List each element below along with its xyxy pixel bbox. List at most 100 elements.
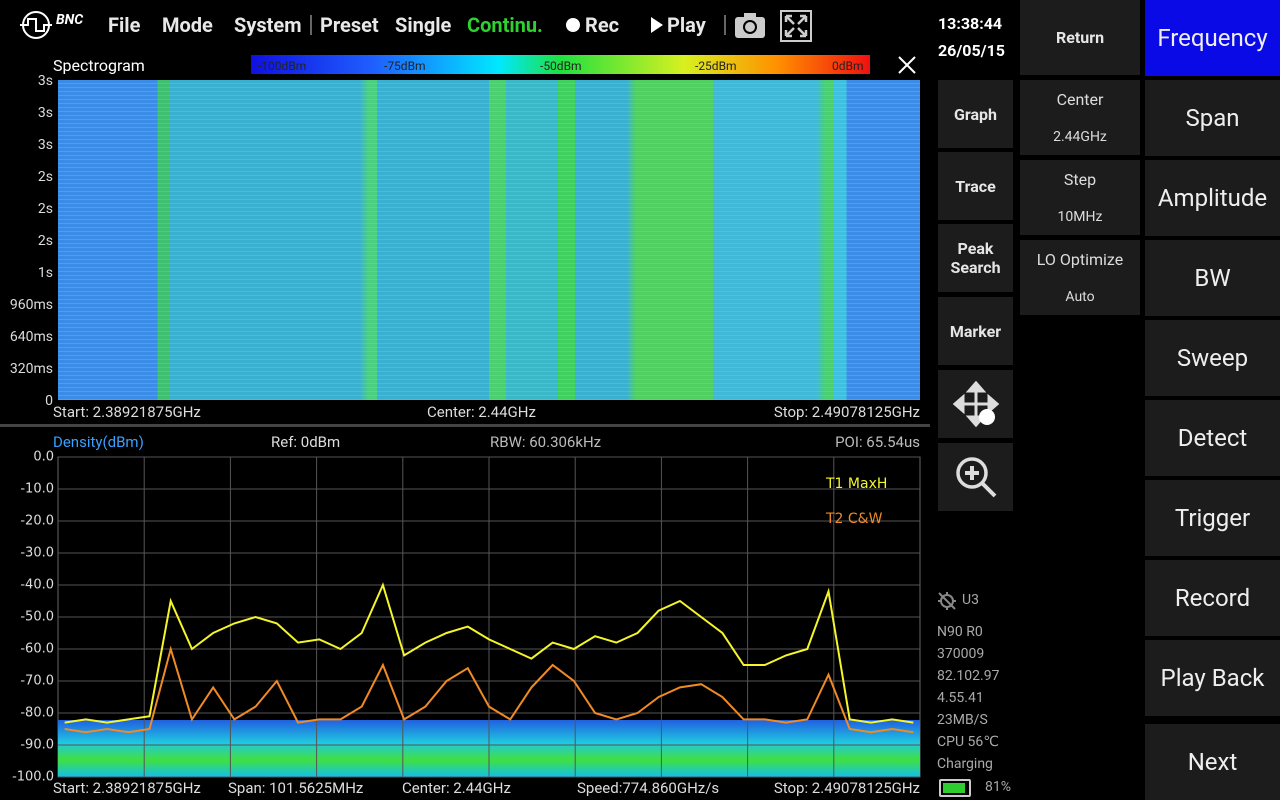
time-label: 640ms	[9, 329, 53, 345]
y-tick-label: -50.0	[20, 610, 54, 625]
y-tick-label: -80.0	[20, 706, 54, 721]
y-tick-label: -100.0	[12, 770, 54, 783]
gps-icon	[938, 592, 956, 610]
time-label: 1s	[37, 265, 53, 281]
y-tick-label: -60.0	[20, 642, 54, 657]
spectrum-center: Center: 2.44GHz	[402, 779, 511, 797]
logo-icon	[20, 11, 52, 39]
spectrum-span: Span: 101.5625MHz	[228, 779, 364, 797]
menu-trigger[interactable]: Trigger	[1145, 480, 1280, 556]
menu-preset[interactable]: Preset	[320, 13, 379, 37]
spectrogram-center: Center: 2.44GHz	[427, 403, 536, 421]
peak-search-button[interactable]: Peak Search	[938, 224, 1013, 292]
param-value: Auto	[1065, 289, 1095, 305]
trace-button[interactable]: Trace	[938, 152, 1013, 220]
separator	[310, 15, 312, 35]
status-line: 370009	[937, 646, 985, 662]
status-line: 23MB/S	[937, 712, 988, 728]
marker-button[interactable]: Marker	[938, 297, 1013, 365]
y-tick-label: -10.0	[20, 482, 54, 497]
spectrogram-stop: Stop: 2.49078125GHz	[773, 403, 920, 421]
spectrum-stop: Stop: 2.49078125GHz	[773, 779, 920, 797]
menu-record[interactable]: Record	[1145, 560, 1280, 636]
spectrum-chart: 0.0 -10.0 -20.0 -30.0 -40.0 -50.0 -60.0 -70.0 -8…	[12, 450, 921, 783]
clock-date: 26/05/15	[938, 41, 1005, 60]
spectrogram-start: Start: 2.38921875GHz	[53, 403, 201, 421]
menu-next[interactable]: Next	[1145, 724, 1280, 800]
colorbar-label: -50dBm	[540, 59, 582, 73]
colorbar-label: -100dBm	[258, 59, 307, 73]
clock-time: 13:38:44	[938, 14, 1003, 33]
status-line: Charging	[937, 756, 993, 772]
menu-amplitude[interactable]: Amplitude	[1145, 160, 1280, 236]
center-param[interactable]: Center 2.44GHz	[1020, 80, 1140, 155]
camera-button[interactable]	[734, 11, 766, 39]
zoom-icon	[955, 457, 996, 498]
param-value: 10MHz	[1057, 209, 1103, 225]
menu-rec[interactable]: Rec	[585, 13, 620, 37]
time-label: 2s	[37, 169, 53, 185]
time-label: 2s	[37, 233, 53, 249]
menu-play[interactable]: Play	[667, 13, 706, 37]
fullscreen-button[interactable]	[780, 10, 812, 42]
menu-bw[interactable]: BW	[1145, 240, 1280, 316]
trace-line	[64, 645, 914, 734]
graph-button[interactable]: Graph	[938, 80, 1013, 148]
spectrum-start: Start: 2.38921875GHz	[53, 779, 201, 797]
gps-status: U3	[962, 592, 979, 608]
status-line: 82.102.97	[937, 668, 1000, 684]
density-label: Density(dBm)	[53, 433, 144, 451]
menu-frequency[interactable]: Frequency	[1145, 0, 1280, 76]
param-label: Step	[1063, 170, 1097, 189]
colorbar-label: -25dBm	[695, 59, 737, 73]
time-label: 3s	[37, 137, 53, 153]
spectrum-speed: Speed:774.860GHz/s	[577, 779, 720, 797]
time-label: 0	[45, 393, 53, 409]
param-label: Center	[1056, 90, 1104, 109]
menu-mode[interactable]: Mode	[162, 13, 213, 37]
colorbar-label: 0dBm	[832, 59, 864, 73]
battery-icon	[939, 779, 971, 797]
battery-level: 81%	[985, 779, 1011, 795]
menu-detect[interactable]: Detect	[1145, 400, 1280, 476]
move-button[interactable]	[938, 370, 1013, 438]
return-button[interactable]: Return	[1020, 0, 1140, 75]
rbw-label: RBW: 60.306kHz	[490, 433, 602, 451]
rec-icon	[566, 18, 580, 32]
time-label: 320ms	[9, 361, 53, 377]
close-button[interactable]	[898, 56, 916, 74]
menu-single[interactable]: Single	[395, 13, 452, 37]
trace-line	[64, 582, 914, 724]
y-tick-label: -70.0	[20, 674, 54, 689]
y-tick-label: -30.0	[20, 546, 54, 561]
zoom-button[interactable]	[938, 443, 1013, 511]
ref-label: Ref: 0dBm	[271, 433, 341, 451]
menu-play-back[interactable]: Play Back	[1145, 640, 1280, 716]
status-line: CPU 56℃	[937, 734, 999, 750]
logo: BNC	[56, 12, 84, 28]
menu-span[interactable]: Span	[1145, 80, 1280, 156]
time-label: 2s	[37, 201, 53, 217]
lo-param[interactable]: LO Optimize Auto	[1020, 240, 1140, 315]
divider	[0, 424, 930, 427]
move-icon	[952, 380, 999, 428]
step-param[interactable]: Step 10MHz	[1020, 160, 1140, 235]
menu-system[interactable]: System	[234, 13, 302, 37]
param-label: LO Optimize	[1036, 250, 1124, 269]
status-line: 4.55.41	[937, 690, 984, 706]
time-label: 3s	[37, 105, 53, 121]
menu-continuous[interactable]: Continu.	[467, 13, 543, 37]
y-tick-label: 0.0	[33, 450, 54, 465]
status-line: N90 R0	[937, 624, 983, 640]
colorbar	[251, 55, 870, 74]
y-tick-label: -20.0	[20, 514, 54, 529]
play-icon	[651, 17, 663, 33]
menu-file[interactable]: File	[108, 13, 141, 37]
time-label: 3s	[37, 73, 53, 89]
spectrogram-image	[58, 80, 920, 400]
separator	[724, 15, 726, 35]
menu-sweep[interactable]: Sweep	[1145, 320, 1280, 396]
y-tick-label: -90.0	[20, 738, 54, 753]
y-tick-label: -40.0	[20, 578, 54, 593]
